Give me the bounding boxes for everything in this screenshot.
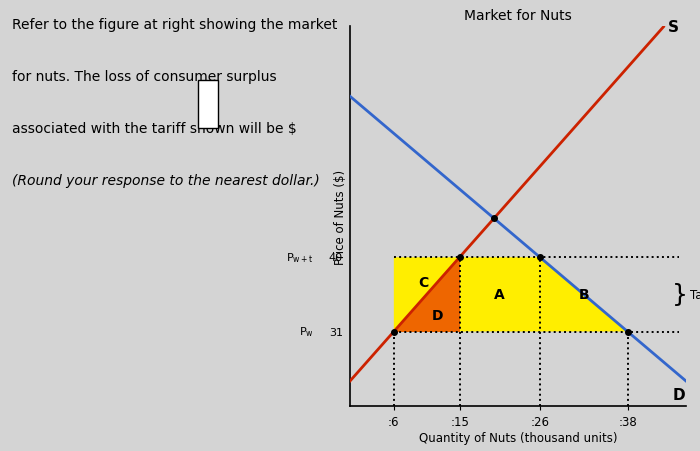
Text: 31: 31 bbox=[329, 327, 343, 337]
Text: }: } bbox=[671, 283, 687, 307]
Text: 40: 40 bbox=[328, 253, 343, 262]
Text: Refer to the figure at right showing the market: Refer to the figure at right showing the… bbox=[12, 18, 337, 32]
Text: (Round your response to the nearest dollar.): (Round your response to the nearest doll… bbox=[12, 174, 320, 188]
Text: Tariff: Tariff bbox=[690, 288, 700, 301]
Text: S: S bbox=[668, 19, 679, 35]
Polygon shape bbox=[394, 258, 460, 332]
Y-axis label: Price of Nuts ($): Price of Nuts ($) bbox=[334, 169, 347, 264]
Text: A: A bbox=[494, 288, 505, 302]
Text: associated with the tariff shown will be $: associated with the tariff shown will be… bbox=[12, 122, 297, 136]
Polygon shape bbox=[394, 258, 628, 332]
Text: D: D bbox=[432, 308, 443, 322]
Text: B: B bbox=[578, 288, 589, 302]
Text: D: D bbox=[673, 387, 685, 402]
Text: C: C bbox=[418, 276, 428, 290]
Text: for nuts. The loss of consumer surplus: for nuts. The loss of consumer surplus bbox=[12, 70, 276, 84]
Title: Market for Nuts: Market for Nuts bbox=[464, 9, 572, 23]
Text: $\mathregular{P_{w+t}}$: $\mathregular{P_{w+t}}$ bbox=[286, 251, 314, 265]
Text: $\mathregular{P_w}$: $\mathregular{P_w}$ bbox=[299, 325, 314, 339]
X-axis label: Quantity of Nuts (thousand units): Quantity of Nuts (thousand units) bbox=[419, 431, 617, 444]
FancyBboxPatch shape bbox=[198, 81, 218, 129]
